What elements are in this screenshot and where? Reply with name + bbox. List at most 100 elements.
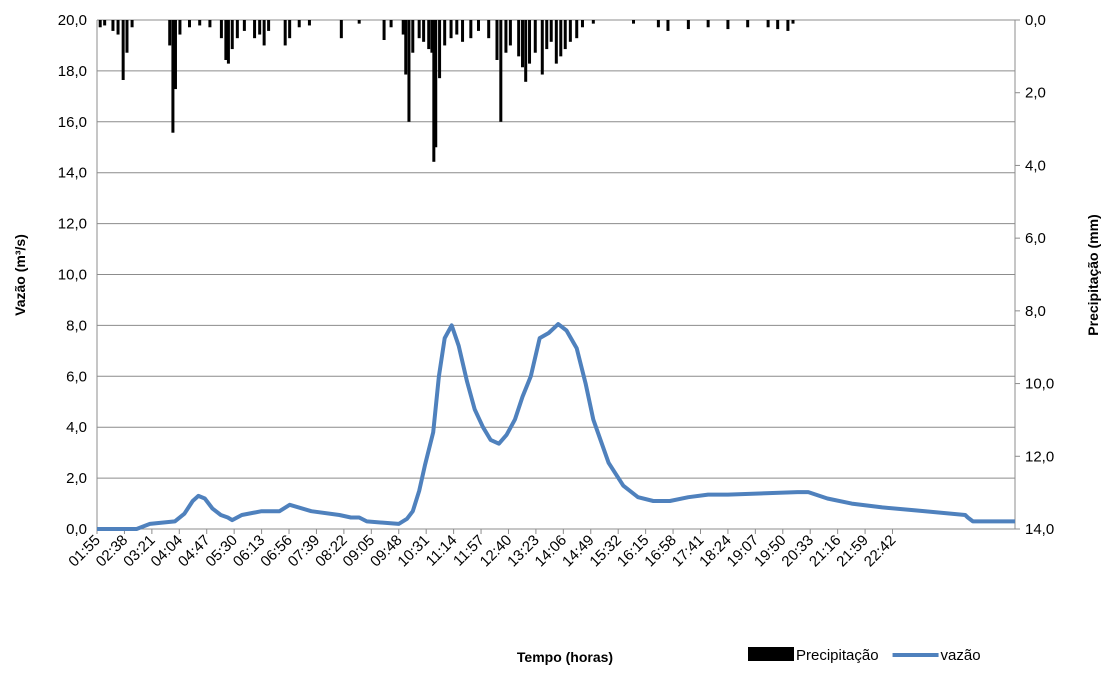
precipitation-bar [434, 20, 438, 148]
precipitation-bar [656, 20, 660, 28]
precipitation-bar [173, 20, 177, 90]
y-tick-label: 14,0 [58, 165, 87, 182]
y-axis-title: Vazão (m³/s) [12, 234, 28, 316]
precipitation-bar [686, 20, 690, 30]
precipitation-bar [521, 20, 525, 68]
precipitation-bar [540, 20, 544, 75]
y2-tick-label: 14,0 [1025, 521, 1054, 538]
precipitation-bar [242, 20, 246, 31]
precipitation-bar [432, 20, 436, 162]
precipitation-bar [580, 20, 584, 28]
precipitation-bar [443, 20, 447, 46]
y2-tick-label: 8,0 [1025, 303, 1046, 320]
legend-label: vazão [941, 647, 981, 664]
y-tick-label: 10,0 [58, 267, 87, 284]
precipitation-bar [382, 20, 386, 40]
precipitation-bar [357, 20, 361, 24]
x-axis-title: Tempo (horas) [517, 649, 613, 665]
legend-item: Precipitação [748, 647, 879, 664]
y-tick-label: 0,0 [66, 521, 87, 538]
precipitation-bar [297, 20, 301, 28]
precipitation-bar [455, 20, 459, 35]
precipitation-bar [407, 20, 411, 122]
flow-line [97, 322, 1015, 531]
y2-tick-label: 4,0 [1025, 157, 1046, 174]
precipitation-bar [417, 20, 421, 39]
precipitation-bar [125, 20, 129, 53]
precipitation-bar [430, 20, 434, 53]
precipitation-bar [791, 20, 795, 24]
legend-swatch [748, 647, 794, 661]
precipitation-bar [111, 20, 115, 31]
precipitation-bar [438, 20, 442, 79]
x-tick-label: 22:42 [861, 532, 900, 571]
precipitation-bar [208, 20, 212, 28]
precipitation-bar [528, 20, 532, 64]
precipitation-bar [224, 20, 228, 60]
precipitation-bar [533, 20, 537, 53]
precipitation-bar [401, 20, 405, 35]
precipitation-bar [411, 20, 415, 53]
precipitation-bar [103, 20, 107, 26]
precipitation-bar [766, 20, 770, 28]
precipitation-bar [427, 20, 431, 50]
precipitation-bar [226, 20, 230, 64]
precipitation-bar [449, 20, 453, 39]
precipitation-bar [121, 20, 125, 80]
x-tick-label: 10:31 [394, 532, 433, 571]
precipitation-bar [632, 20, 636, 24]
precipitation-bar [339, 20, 343, 39]
precipitation-bar [469, 20, 473, 39]
precipitation-bar [666, 20, 670, 31]
precipitation-bar [559, 20, 563, 57]
precipitation-bar [517, 20, 521, 57]
y2-tick-label: 10,0 [1025, 376, 1054, 393]
precipitation-bar [178, 20, 182, 35]
precipitation-bar [476, 20, 480, 31]
precipitation-bar [130, 20, 134, 28]
precipitation-bar [563, 20, 567, 50]
y-tick-label: 16,0 [58, 114, 87, 131]
precipitation-bar [786, 20, 790, 31]
precipitation-bar [198, 20, 202, 26]
precipitation-bar [706, 20, 710, 28]
y-tick-label: 18,0 [58, 63, 87, 80]
precipitation-bar [549, 20, 553, 42]
precipitation-bar [171, 20, 175, 133]
precipitation-bar [568, 20, 572, 42]
precipitation-bar [404, 20, 408, 75]
precipitation-bar [188, 20, 192, 28]
precipitation-bar [495, 20, 499, 60]
precipitation-bar [253, 20, 257, 39]
precipitation-bar [504, 20, 508, 53]
precipitation-bar [487, 20, 491, 39]
legend-label: Precipitação [796, 647, 879, 664]
precipitation-bar [776, 20, 780, 30]
precipitation-bar [422, 20, 426, 42]
precipitation-bar [219, 20, 223, 39]
precipitation-bar [575, 20, 579, 39]
precipitation-bar [283, 20, 287, 46]
y2-tick-label: 12,0 [1025, 448, 1054, 465]
precipitation-bar [524, 20, 528, 82]
y-tick-label: 12,0 [58, 216, 87, 233]
y2-tick-label: 0,0 [1025, 12, 1046, 29]
precipitation-bar [389, 20, 393, 28]
precipitation-bar [726, 20, 730, 30]
y2-axis-title: Precipitação (mm) [1085, 214, 1101, 335]
precipitation-bar [591, 20, 595, 24]
y-tick-label: 4,0 [66, 419, 87, 436]
y2-tick-label: 6,0 [1025, 230, 1046, 247]
precipitation-bar [230, 20, 234, 50]
precipitation-bar [98, 20, 102, 28]
precipitation-bar [258, 20, 262, 35]
precipitation-bar [307, 20, 311, 26]
precipitation-bar [168, 20, 172, 46]
precipitation-bar [267, 20, 271, 31]
x-tick-label: 11:14 [423, 532, 461, 570]
precipitation-bar [235, 20, 239, 39]
precipitation-bar [508, 20, 512, 46]
y-tick-label: 2,0 [66, 470, 87, 487]
precipitation-bar [554, 20, 558, 64]
